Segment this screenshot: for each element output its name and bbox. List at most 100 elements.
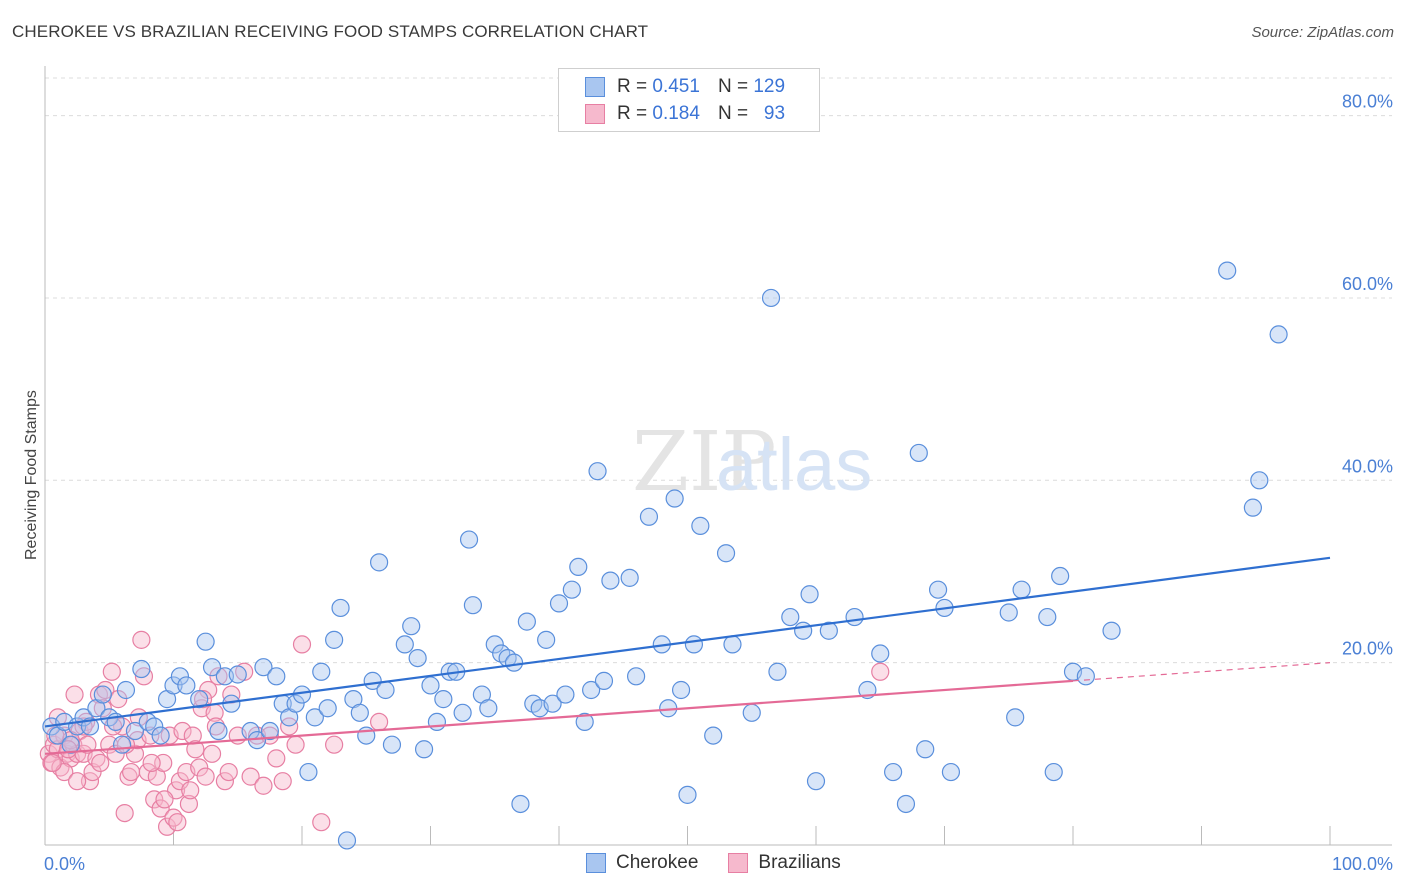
y-tick-label: 80.0% bbox=[1342, 92, 1393, 112]
brazilians-point bbox=[202, 744, 222, 763]
cherokee-point bbox=[260, 721, 279, 741]
watermark-atlas: atlas bbox=[716, 423, 872, 506]
cherokee-point bbox=[305, 708, 324, 727]
cherokee-point bbox=[1076, 667, 1095, 686]
chart-title: CHEROKEE VS BRAZILIAN RECEIVING FOOD STA… bbox=[12, 22, 649, 41]
bottom-legend-cherokee: Cherokee bbox=[586, 852, 698, 874]
cherokee-point bbox=[916, 740, 935, 759]
cherokee-point bbox=[228, 665, 247, 684]
brazilians-point bbox=[65, 685, 84, 704]
cherokee-point bbox=[549, 594, 569, 613]
cherokee-point bbox=[337, 831, 357, 850]
cherokee-point bbox=[504, 653, 524, 672]
trend-lines bbox=[44, 556, 1331, 755]
cherokee-point bbox=[132, 659, 151, 679]
brazilians-point bbox=[186, 740, 205, 759]
brazilians-point bbox=[121, 762, 141, 782]
brazilians-point bbox=[43, 753, 62, 773]
brazilians-point bbox=[181, 781, 200, 800]
cherokee-point bbox=[639, 507, 659, 526]
cherokee-point bbox=[427, 712, 447, 732]
brazilians-point bbox=[68, 772, 87, 791]
brazilians-point bbox=[193, 690, 213, 709]
cherokee-point bbox=[463, 596, 483, 615]
brazilians-point bbox=[292, 635, 312, 654]
cherokee-point bbox=[883, 762, 903, 782]
bottom-legend-cherokee-label: Cherokee bbox=[616, 852, 699, 873]
cherokee-point bbox=[941, 762, 961, 782]
brazilians-point bbox=[312, 813, 331, 832]
brazilians-point bbox=[145, 790, 164, 809]
cherokee-point bbox=[678, 785, 697, 804]
brazilians-point bbox=[179, 794, 199, 814]
cherokee-point bbox=[1012, 580, 1031, 599]
y-tick-labels: 20.0% 40.0% 60.0% 80.0% bbox=[1342, 92, 1393, 659]
y-tick-label: 60.0% bbox=[1342, 274, 1393, 294]
brazilians-point bbox=[134, 667, 154, 686]
brazilians-point bbox=[209, 667, 228, 686]
cherokee-point bbox=[665, 489, 684, 508]
cherokee-point bbox=[588, 462, 607, 481]
cherokee-point bbox=[254, 658, 273, 677]
cherokee-point bbox=[819, 621, 838, 640]
cherokee-point bbox=[620, 568, 639, 587]
legend-row-cherokee: R = 0.451 N = 129 bbox=[585, 74, 785, 100]
cherokee-point bbox=[408, 648, 427, 668]
cherokee-point bbox=[1038, 607, 1057, 627]
brazilians-point bbox=[267, 749, 286, 768]
cherokee-point bbox=[485, 635, 504, 654]
legend-n-value: 93 bbox=[763, 103, 786, 124]
brazilians-trend-line bbox=[44, 679, 1074, 755]
cherokee-point bbox=[761, 288, 781, 308]
cherokee-point bbox=[363, 671, 382, 690]
cherokee-point bbox=[1102, 621, 1121, 640]
brazilians-swatch bbox=[585, 104, 605, 124]
cherokee-point bbox=[93, 685, 112, 704]
x-tick-label: 100.0% bbox=[1332, 854, 1393, 874]
brazilians-point bbox=[173, 721, 192, 741]
y-tick-label: 20.0% bbox=[1342, 639, 1393, 659]
cherokee-point bbox=[999, 603, 1018, 622]
cherokee-point bbox=[382, 735, 402, 754]
cherokee-point bbox=[190, 690, 209, 709]
legend-n-label: N = bbox=[717, 103, 749, 124]
legend-r-label: R = bbox=[617, 103, 648, 124]
bottom-legend-brazilians-label: Brazilians bbox=[758, 852, 841, 873]
y-axis-label: Receiving Food Stamps bbox=[23, 390, 40, 560]
cherokee-point bbox=[370, 553, 389, 572]
brazilians-swatch bbox=[728, 853, 749, 873]
legend-r-value: 0.451 bbox=[652, 76, 700, 97]
cherokee-point bbox=[1006, 708, 1025, 727]
cherokee-point bbox=[459, 530, 479, 549]
cherokee-point bbox=[517, 612, 536, 631]
cherokee-series bbox=[42, 261, 1288, 850]
cherokee-point bbox=[684, 635, 704, 654]
cherokee-point bbox=[421, 676, 440, 695]
cherokee-point bbox=[594, 671, 614, 690]
brazilians-point bbox=[280, 717, 299, 736]
axes bbox=[44, 66, 1392, 846]
cherokee-point bbox=[794, 621, 813, 640]
legend-r-value: 0.184 bbox=[652, 103, 700, 124]
brazilians-point bbox=[142, 753, 161, 773]
brazilians-trend-extension bbox=[1072, 662, 1331, 682]
cherokee-point bbox=[601, 571, 620, 590]
cherokee-point bbox=[331, 598, 350, 618]
cherokee-point bbox=[479, 699, 498, 718]
cherokee-point bbox=[286, 694, 305, 713]
brazilians-point bbox=[93, 699, 112, 718]
brazilians-point bbox=[91, 753, 110, 773]
cherokee-point bbox=[164, 676, 183, 695]
cherokee-point bbox=[896, 794, 916, 814]
cherokee-point bbox=[312, 662, 331, 681]
cherokee-point bbox=[575, 712, 594, 732]
brazilians-point bbox=[115, 803, 134, 823]
cherokee-trend-line bbox=[44, 556, 1331, 728]
cherokee-point bbox=[177, 676, 196, 695]
cherokee-point bbox=[871, 644, 890, 663]
cherokee-point bbox=[325, 630, 344, 649]
cherokee-point bbox=[704, 726, 723, 745]
cherokee-point bbox=[402, 617, 421, 636]
cherokee-point bbox=[202, 658, 222, 677]
brazilians-point bbox=[157, 817, 177, 836]
